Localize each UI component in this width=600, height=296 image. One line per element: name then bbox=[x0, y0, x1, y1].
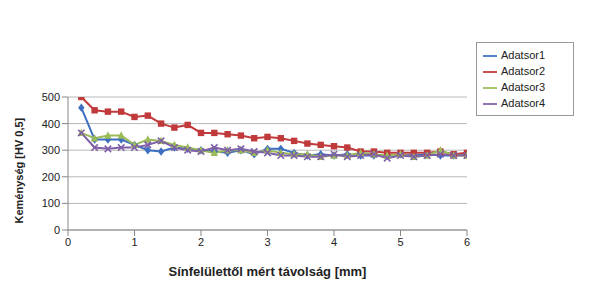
svg-text:0: 0 bbox=[54, 224, 60, 236]
svg-text:6: 6 bbox=[464, 236, 470, 248]
html-text:Adatsor1: Adatsor1 bbox=[501, 49, 545, 61]
svg-text:400: 400 bbox=[42, 118, 60, 130]
html-text:Adatsor2: Adatsor2 bbox=[501, 65, 545, 78]
svg-text:3: 3 bbox=[264, 236, 270, 248]
svg-text:Sínfelülettől mért távolság [m: Sínfelülettől mért távolság [mm] bbox=[169, 264, 367, 279]
svg-text:2: 2 bbox=[198, 236, 204, 248]
svg-text:200: 200 bbox=[42, 171, 60, 183]
svg-text:5: 5 bbox=[397, 236, 403, 248]
svg-text:0: 0 bbox=[65, 236, 71, 248]
html-text:Adatsor3: Adatsor3 bbox=[501, 81, 545, 94]
svg-text:1: 1 bbox=[131, 236, 137, 248]
html-text:Adatsor4: Adatsor4 bbox=[501, 97, 545, 110]
svg-text:4: 4 bbox=[331, 236, 337, 248]
svg-text:100: 100 bbox=[42, 197, 60, 209]
svg-text:300: 300 bbox=[42, 144, 60, 156]
svg-text:Keménység [HV 0,5]: Keménység [HV 0,5] bbox=[13, 117, 25, 223]
svg-text:500: 500 bbox=[42, 91, 60, 103]
